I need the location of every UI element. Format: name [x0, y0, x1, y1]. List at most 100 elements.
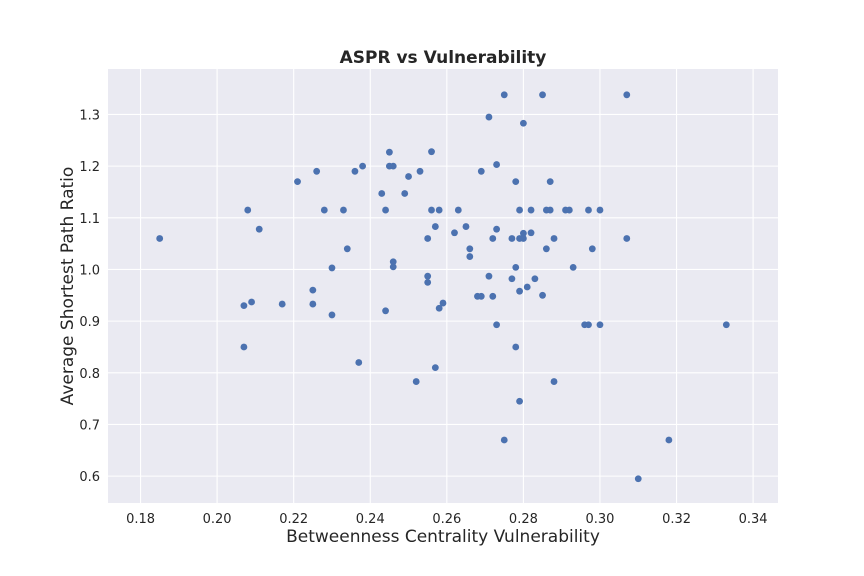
data-point: [428, 206, 435, 214]
data-point: [454, 206, 462, 214]
data-point: [546, 178, 554, 186]
data-point: [585, 206, 592, 214]
data-point: [439, 299, 447, 307]
y-tick-label: 0.9: [79, 315, 100, 330]
x-tick-label: 0.26: [432, 512, 461, 527]
data-point: [309, 300, 317, 308]
data-point: [512, 343, 520, 351]
y-tick-label: 0.8: [79, 367, 100, 382]
x-tick-label: 0.34: [739, 512, 768, 527]
data-point: [320, 206, 328, 214]
data-point: [255, 225, 263, 233]
data-point: [343, 245, 351, 253]
data-point: [477, 167, 485, 175]
data-point: [588, 245, 596, 253]
data-point: [466, 245, 474, 253]
data-point: [248, 298, 255, 306]
data-point: [355, 359, 363, 366]
data-point: [565, 206, 573, 214]
data-point: [424, 278, 432, 286]
data-point: [523, 283, 531, 291]
data-point: [623, 235, 631, 242]
data-point: [382, 307, 389, 315]
y-tick-label: 0.6: [79, 470, 100, 485]
data-point: [435, 206, 443, 214]
y-tick-label: 1.0: [79, 263, 100, 278]
data-point: [520, 119, 527, 127]
data-point: [550, 235, 558, 242]
data-point: [516, 287, 523, 295]
data-point: [520, 235, 527, 242]
data-point: [386, 148, 393, 156]
data-point: [542, 245, 550, 253]
y-axis-ticks: 0.6 0.7 0.8 0.9 1.0 1.1 1.2 1.3: [79, 108, 100, 485]
data-point: [516, 397, 523, 405]
x-tick-label: 0.28: [509, 512, 538, 527]
data-point: [451, 229, 458, 237]
data-point: [431, 364, 439, 372]
data-point: [722, 321, 730, 329]
data-point: [424, 272, 432, 280]
data-point: [531, 275, 539, 283]
data-point: [294, 178, 301, 186]
plot-area: [108, 69, 778, 503]
data-point: [431, 223, 439, 230]
data-point: [493, 225, 500, 233]
data-point: [351, 167, 359, 175]
data-point: [569, 264, 577, 271]
y-tick-label: 1.3: [79, 108, 100, 123]
data-point: [665, 436, 673, 444]
data-point: [512, 264, 520, 271]
data-point: [328, 264, 336, 272]
data-point: [240, 302, 248, 310]
data-point: [378, 190, 386, 197]
data-point: [527, 206, 535, 214]
data-point: [405, 173, 412, 180]
data-point: [359, 162, 366, 170]
data-point: [389, 162, 397, 170]
data-point: [435, 304, 443, 312]
data-points: [156, 91, 730, 483]
data-point: [328, 311, 336, 319]
data-point: [309, 286, 317, 294]
data-point: [493, 161, 500, 168]
data-point: [244, 206, 252, 214]
data-point: [401, 190, 409, 197]
grid-lines: [108, 69, 778, 503]
x-axis-ticks: 0.18 0.20 0.22 0.24 0.26 0.28 0.30 0.32 0.34: [126, 512, 768, 527]
data-point: [313, 167, 321, 175]
data-point: [500, 436, 508, 444]
data-point: [416, 167, 424, 175]
data-point: [508, 235, 516, 242]
data-point: [489, 235, 497, 242]
data-point: [485, 113, 493, 121]
data-point: [493, 321, 500, 329]
data-point: [539, 291, 546, 299]
data-point: [508, 275, 516, 283]
data-point: [389, 263, 397, 271]
data-point: [585, 321, 592, 329]
x-axis-label: Betweenness Centrality Vulnerability: [286, 527, 600, 547]
data-point: [156, 235, 164, 242]
y-tick-label: 1.2: [79, 160, 100, 175]
data-point: [382, 206, 389, 214]
chart-title: ASPR vs Vulnerability: [340, 48, 547, 68]
data-point: [412, 378, 420, 385]
data-point: [424, 235, 432, 242]
x-tick-label: 0.32: [662, 512, 691, 527]
data-point: [634, 475, 642, 483]
data-point: [546, 206, 554, 214]
data-point: [512, 178, 520, 186]
x-tick-label: 0.20: [203, 512, 232, 527]
data-point: [550, 378, 558, 385]
x-tick-label: 0.18: [126, 512, 155, 527]
y-axis-label: Average Shortest Path Ratio: [58, 167, 78, 406]
data-point: [516, 206, 523, 214]
data-point: [466, 253, 474, 260]
data-point: [428, 148, 435, 156]
data-point: [596, 321, 604, 329]
data-point: [240, 343, 248, 351]
data-point: [477, 292, 485, 300]
y-tick-label: 1.1: [79, 212, 100, 227]
